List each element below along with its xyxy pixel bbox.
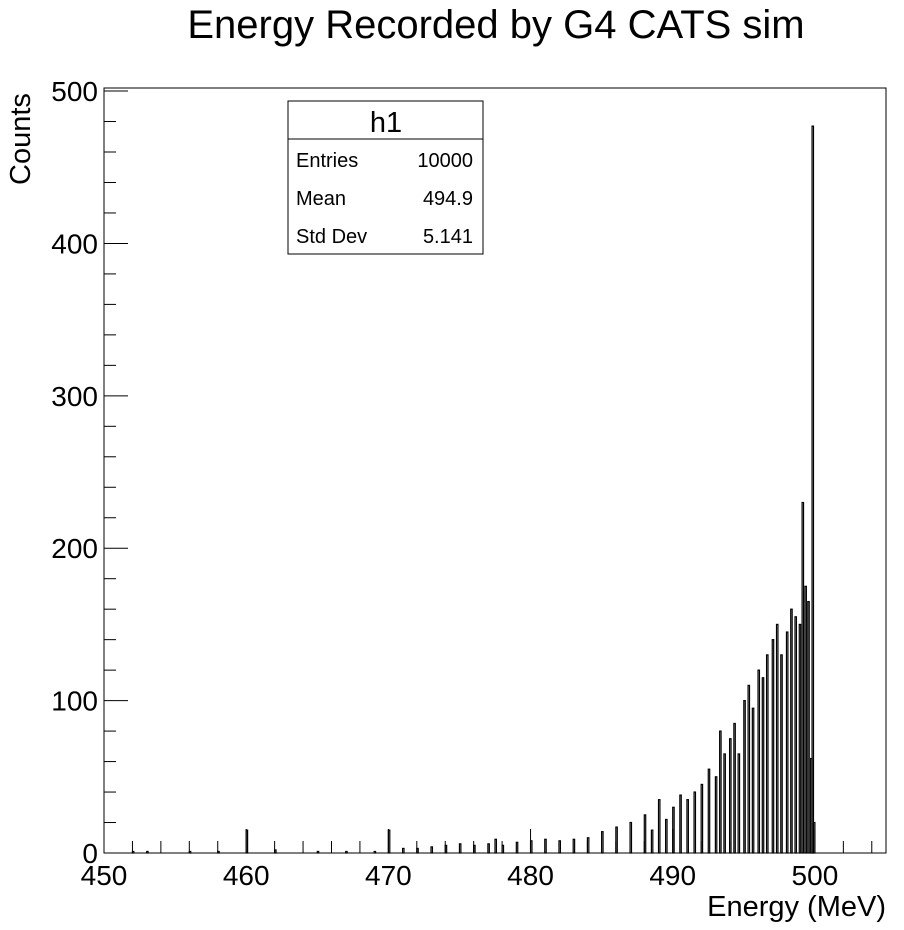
y-tick-label: 300 bbox=[51, 381, 98, 412]
stats-stddev-label: Std Dev bbox=[296, 226, 367, 248]
histogram-bin bbox=[430, 846, 434, 854]
histogram-bin bbox=[146, 850, 149, 854]
histogram-bin bbox=[686, 799, 689, 854]
stats-entries-label: Entries bbox=[296, 150, 358, 172]
histogram-bin bbox=[345, 850, 348, 854]
histogram-bin bbox=[458, 843, 462, 854]
histogram-bin bbox=[807, 600, 810, 854]
y-tick-label: 500 bbox=[51, 76, 98, 107]
histogram-bin bbox=[672, 806, 675, 854]
histogram-bin bbox=[387, 829, 391, 854]
histogram-bin bbox=[757, 669, 761, 854]
histogram-bin bbox=[188, 850, 192, 854]
histogram-bin bbox=[737, 753, 741, 854]
histogram-bin bbox=[812, 821, 816, 854]
histogram-bin bbox=[245, 829, 249, 854]
y-axis-label: Counts bbox=[5, 93, 37, 185]
stats-box: h1 Entries 10000 Mean 494.9 Std Dev 5.14… bbox=[287, 100, 484, 255]
histogram-bin bbox=[373, 850, 377, 854]
histogram-bin bbox=[751, 707, 755, 854]
histogram-bin bbox=[679, 794, 682, 854]
histogram-bin bbox=[501, 844, 505, 854]
histogram-bin bbox=[487, 843, 490, 854]
histogram-bin bbox=[657, 799, 661, 854]
histogram-bin bbox=[544, 838, 547, 854]
histogram-bin bbox=[780, 654, 783, 854]
histogram-bin bbox=[707, 768, 711, 854]
histogram-bars bbox=[131, 125, 816, 854]
histogram-bin bbox=[693, 791, 697, 854]
x-axis-ticks: 450 460 470 480 490 500 bbox=[81, 829, 873, 891]
histogram-bin bbox=[401, 847, 405, 854]
histogram-bin bbox=[529, 840, 533, 854]
histogram-bin bbox=[650, 829, 654, 854]
histogram-bin bbox=[765, 654, 769, 854]
histogram-bin bbox=[723, 753, 726, 854]
histogram-bin bbox=[747, 684, 751, 854]
histogram-bin bbox=[586, 837, 590, 854]
histogram-bin bbox=[558, 840, 562, 854]
histogram-bin bbox=[444, 844, 448, 854]
histogram-bin bbox=[798, 623, 802, 854]
stats-mean-label: Mean bbox=[296, 188, 346, 210]
stats-mean-value: 494.9 bbox=[423, 188, 473, 210]
y-tick-label: 400 bbox=[51, 228, 98, 259]
stats-box-frame bbox=[287, 100, 484, 255]
x-tick-label: 460 bbox=[223, 860, 270, 891]
histogram-bin bbox=[700, 783, 704, 854]
x-tick-label: 490 bbox=[649, 860, 696, 891]
histogram-bin bbox=[733, 722, 736, 854]
histogram-bin bbox=[494, 838, 498, 854]
histogram-bin bbox=[615, 826, 618, 854]
chart-title: Energy Recorded by G4 CATS sim bbox=[187, 3, 804, 47]
x-tick-label: 450 bbox=[81, 860, 128, 891]
histogram-bin bbox=[131, 850, 135, 854]
y-tick-label: 0 bbox=[82, 838, 98, 869]
stats-entries-value: 10000 bbox=[417, 150, 473, 172]
histogram-bin bbox=[801, 501, 805, 854]
histogram-bin bbox=[761, 677, 765, 854]
y-tick-label: 100 bbox=[51, 686, 98, 717]
histogram-bin bbox=[316, 850, 320, 854]
histogram-bin bbox=[515, 841, 519, 854]
histogram-bin bbox=[811, 125, 815, 854]
y-axis-ticks: 0 100 200 300 400 500 bbox=[51, 76, 128, 869]
histogram-bin bbox=[804, 585, 807, 854]
stats-stddev-value: 5.141 bbox=[423, 226, 473, 248]
x-tick-label: 470 bbox=[365, 860, 412, 891]
histogram-bin bbox=[601, 831, 604, 854]
histogram-bin bbox=[728, 738, 732, 854]
histogram-bin bbox=[790, 608, 793, 854]
histogram-bin bbox=[743, 700, 746, 854]
histogram-bin bbox=[643, 814, 647, 854]
histogram-bin bbox=[416, 847, 419, 854]
histogram-bin bbox=[665, 818, 668, 854]
histogram-bin bbox=[274, 849, 277, 854]
stats-box-title: h1 bbox=[370, 107, 402, 139]
x-tick-label: 500 bbox=[792, 860, 839, 891]
histogram-bin bbox=[714, 776, 718, 854]
histogram-bin bbox=[572, 838, 576, 854]
x-axis-label: Energy (MeV) bbox=[707, 891, 886, 923]
histogram-bin bbox=[629, 821, 633, 854]
histogram-bin bbox=[473, 844, 476, 854]
histogram-bin bbox=[785, 631, 789, 854]
histogram-bin bbox=[719, 730, 722, 854]
histogram-bin bbox=[794, 616, 798, 854]
histogram-bin bbox=[775, 623, 779, 854]
y-tick-label: 200 bbox=[51, 533, 98, 564]
x-tick-label: 480 bbox=[507, 860, 554, 891]
histogram-bin bbox=[771, 639, 775, 854]
histogram-bin bbox=[217, 850, 220, 854]
